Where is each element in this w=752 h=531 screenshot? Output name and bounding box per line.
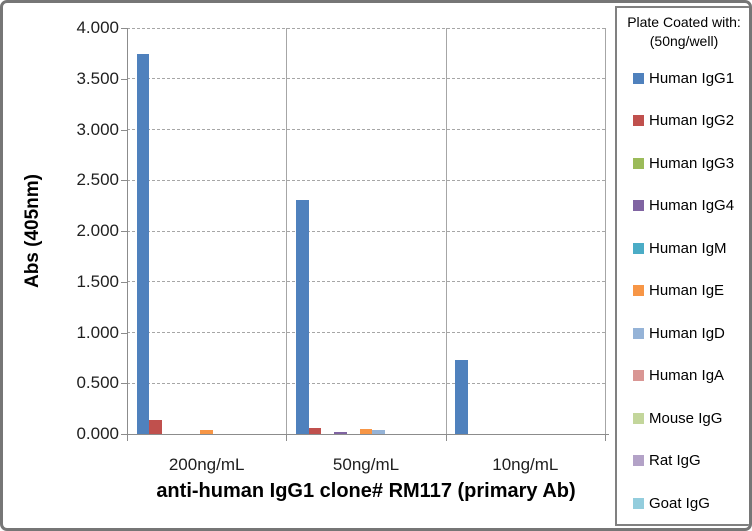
legend-item: Goat IgG	[633, 495, 710, 513]
bar-human-ige-200ng/mL	[200, 430, 214, 434]
gridline	[127, 230, 605, 232]
y-tick-label: 1.500	[76, 271, 119, 291]
y-axis-tick	[121, 383, 127, 385]
legend-item: Rat IgG	[633, 452, 701, 470]
y-tick-label: 4.000	[76, 18, 119, 37]
y-tick-label: 2.000	[76, 221, 119, 240]
y-tick-label: 3.500	[76, 68, 119, 88]
legend-item: Human IgG3	[633, 154, 734, 172]
x-axis-tick	[445, 435, 447, 441]
category-separator	[445, 28, 447, 434]
bar-human-igg2-50ng/mL	[308, 427, 322, 434]
y-axis-tick	[121, 78, 127, 80]
bar-human-ige-50ng/mL	[359, 429, 373, 434]
bar-human-igd-50ng/mL	[372, 430, 386, 434]
category-separator	[605, 28, 606, 434]
y-axis-line	[127, 28, 128, 434]
y-tick-label: 0.000	[76, 424, 119, 443]
legend-title-line2: (50ng/well)	[649, 33, 719, 49]
y-axis-tick	[121, 129, 127, 131]
legend-swatch	[633, 455, 644, 467]
legend-item: Human IgG2	[633, 112, 734, 130]
legend-item: Human IgG1	[633, 69, 734, 87]
y-tick-label: 3.000	[76, 119, 119, 139]
gridline	[127, 382, 605, 384]
legend-swatch	[633, 285, 644, 297]
gridline	[127, 281, 605, 283]
gridline	[127, 78, 605, 80]
gridline	[127, 179, 605, 181]
x-category-label: 10ng/mL	[492, 455, 559, 474]
legend-item: Human IgA	[633, 367, 724, 385]
y-axis-tick	[121, 332, 127, 334]
legend-item: Human IgD	[633, 324, 725, 342]
legend-item: Human IgE	[633, 282, 724, 300]
legend: Plate Coated with: (50ng/well) Human IgG…	[615, 6, 749, 526]
bar-human-igg1-50ng/mL	[295, 199, 309, 434]
y-axis-tick	[121, 180, 127, 182]
y-axis-tick	[121, 434, 127, 435]
legend-label: Human IgM	[649, 239, 727, 257]
y-axis-title: Abs (405nm)	[22, 173, 43, 289]
y-axis-tick	[121, 231, 127, 232]
legend-swatch	[633, 370, 644, 382]
x-axis-tick	[605, 435, 606, 441]
legend-swatch	[633, 412, 644, 424]
y-axis-tick	[121, 28, 127, 29]
legend-label: Human IgG1	[649, 69, 735, 87]
y-tick-label: 2.500	[76, 170, 119, 190]
bar-human-igg4-50ng/mL	[334, 432, 347, 434]
legend-item: Human IgG4	[633, 197, 734, 215]
legend-label: Human IgE	[649, 282, 725, 300]
legend-label: Human IgG2	[649, 112, 735, 130]
legend-swatch	[633, 327, 644, 339]
x-axis-tick	[286, 435, 288, 441]
legend-label: Human IgD	[649, 324, 725, 342]
legend-title-line1: Plate Coated with:	[627, 14, 741, 30]
legend-label: Mouse IgG	[649, 409, 723, 427]
legend-swatch	[633, 115, 644, 127]
legend-item: Human IgM	[633, 239, 727, 257]
bar-human-igg1-10ng/mL	[455, 359, 468, 434]
y-tick-label: 1.000	[76, 322, 119, 342]
x-category-label: 50ng/mL	[332, 455, 400, 474]
legend-swatch	[633, 157, 644, 169]
legend-label: Goat IgG	[649, 495, 710, 512]
legend-swatch	[633, 498, 644, 509]
x-axis-line	[121, 434, 609, 435]
gridline	[127, 27, 605, 29]
x-category-label: 200ng/mL	[168, 455, 245, 474]
legend-title: Plate Coated with: (50ng/well)	[617, 13, 749, 51]
bar-human-igg2-200ng/mL	[149, 419, 163, 434]
legend-label: Human IgG3	[649, 154, 735, 172]
y-tick-label: 0.500	[76, 373, 119, 393]
gridline	[127, 129, 605, 130]
legend-swatch	[633, 242, 644, 254]
bar-human-igg1-200ng/mL	[136, 54, 150, 434]
legend-label: Human IgA	[649, 367, 725, 385]
category-separator	[286, 28, 288, 434]
legend-swatch	[633, 72, 644, 84]
legend-label: Rat IgG	[649, 452, 701, 470]
gridline	[127, 332, 605, 333]
legend-item: Mouse IgG	[633, 409, 722, 427]
legend-swatch	[633, 200, 644, 212]
legend-label: Human IgG4	[649, 197, 735, 215]
x-axis-title: anti-human IgG1 clone# RM117 (primary Ab…	[156, 480, 576, 502]
y-axis-tick	[121, 281, 127, 283]
x-axis-tick	[127, 435, 128, 441]
